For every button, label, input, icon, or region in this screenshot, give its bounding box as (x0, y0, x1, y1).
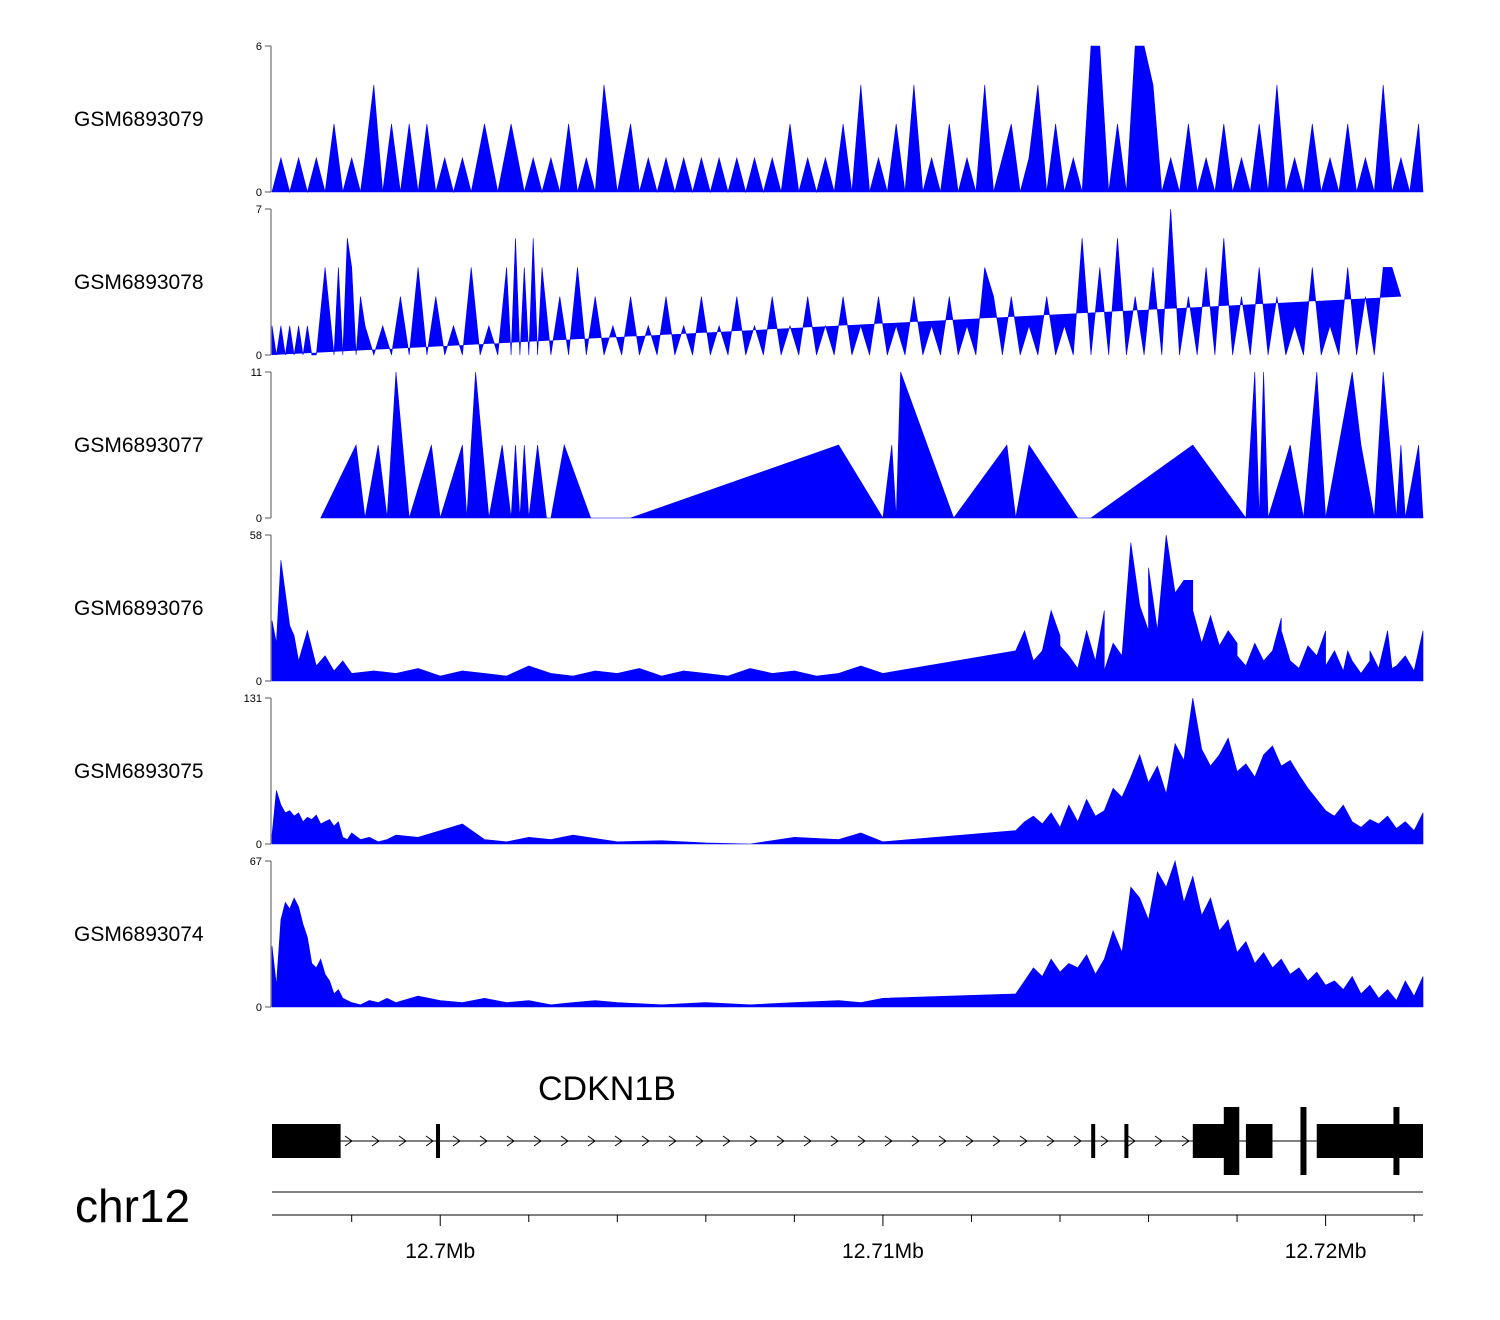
strand-arrow (803, 1135, 812, 1147)
strand-arrow (425, 1135, 434, 1147)
major-tick-label: 12.7Mb (405, 1240, 475, 1263)
strand-arrow (992, 1135, 1001, 1147)
strand-arrow (1073, 1135, 1082, 1147)
exon-mark (1248, 1124, 1253, 1158)
strand-arrow (1046, 1135, 1055, 1147)
major-tick-label: 12.71Mb (842, 1240, 924, 1263)
track-label: GSM6893074 (74, 923, 204, 946)
exon-mark (1124, 1124, 1129, 1158)
strand-arrow (749, 1135, 758, 1147)
exon-block (1316, 1124, 1423, 1158)
strand-arrow (506, 1135, 515, 1147)
y-tick-max-label: 58 (250, 530, 262, 542)
exon-mark-tall (1300, 1107, 1307, 1175)
strand-arrow (911, 1135, 920, 1147)
strand-arrow (587, 1135, 596, 1147)
track-GSM6893074: GSM6893074 67 0 (74, 856, 1424, 1014)
track-label: GSM6893078 (74, 271, 204, 294)
y-tick-zero-label: 0 (256, 1002, 262, 1014)
strand-arrow (560, 1135, 569, 1147)
exon-mark (1091, 1124, 1096, 1158)
track-GSM6893079: GSM6893079 6 0 (74, 41, 1424, 199)
y-tick-zero-label: 0 (256, 513, 262, 525)
coverage-area (271, 208, 1402, 357)
major-tick-label: 12.72Mb (1285, 1240, 1367, 1263)
strand-arrow (668, 1135, 677, 1147)
track-label: GSM6893077 (74, 434, 204, 457)
y-tick-max-label: 67 (250, 856, 262, 868)
y-tick-zero-label: 0 (256, 676, 262, 688)
exon-mark-tall (1393, 1107, 1400, 1175)
track-GSM6893075: GSM6893075 131 0 (74, 693, 1424, 851)
y-tick-max-label: 131 (244, 693, 262, 705)
strand-arrow (371, 1135, 380, 1147)
y-tick-zero-label: 0 (256, 187, 262, 199)
track-label: GSM6893076 (74, 597, 204, 620)
track-label: GSM6893079 (74, 108, 204, 131)
gene-name-label: CDKN1B (538, 1070, 676, 1108)
y-tick-max-label: 6 (256, 41, 262, 53)
chromosome-label: chr12 (75, 1180, 190, 1232)
strand-arrow (776, 1135, 785, 1147)
strand-arrow (965, 1135, 974, 1147)
strand-arrow (1181, 1135, 1190, 1147)
strand-arrow (344, 1135, 353, 1147)
coverage-area (320, 371, 1424, 519)
strand-arrow (398, 1135, 407, 1147)
y-tick-max-label: 11 (251, 367, 262, 379)
chromosome-axis: chr12 12.7Mb 12.71Mb 12.72Mb (75, 1180, 1423, 1263)
strand-arrow (614, 1135, 623, 1147)
exon-mark (436, 1124, 441, 1158)
strand-arrow (884, 1135, 893, 1147)
exon-block (1192, 1124, 1227, 1158)
strand-arrow (1127, 1135, 1136, 1147)
y-tick-zero-label: 0 (256, 839, 262, 851)
coverage-area (271, 534, 1424, 682)
y-tick-zero-label: 0 (256, 350, 262, 362)
exon-block-tall (1223, 1107, 1240, 1175)
track-label: GSM6893075 (74, 760, 204, 783)
strand-arrow (938, 1135, 947, 1147)
y-tick-max-label: 7 (256, 204, 262, 216)
track-GSM6893076: GSM6893076 58 0 (74, 530, 1424, 688)
strand-arrow (1100, 1135, 1109, 1147)
strand-arrow (1019, 1135, 1028, 1147)
strand-arrow (695, 1135, 704, 1147)
strand-arrow (452, 1135, 461, 1147)
coverage-area (271, 859, 1424, 1008)
exon-block (272, 1124, 341, 1158)
strand-arrow (533, 1135, 542, 1147)
track-GSM6893077: GSM6893077 11 0 (74, 367, 1424, 525)
coverage-area (271, 45, 1424, 194)
strand-arrow (641, 1135, 650, 1147)
strand-arrow (1154, 1135, 1163, 1147)
gene-track: CDKN1B (272, 1070, 1423, 1175)
strand-arrow (857, 1135, 866, 1147)
strand-arrow (722, 1135, 731, 1147)
coverage-tracks: GSM689307960GSM689307870GSM6893077110GSM… (74, 41, 1424, 1014)
strand-arrow (830, 1135, 839, 1147)
track-GSM6893078: GSM6893078 7 0 (74, 204, 1402, 362)
strand-arrow (479, 1135, 488, 1147)
coverage-area (271, 697, 1424, 845)
